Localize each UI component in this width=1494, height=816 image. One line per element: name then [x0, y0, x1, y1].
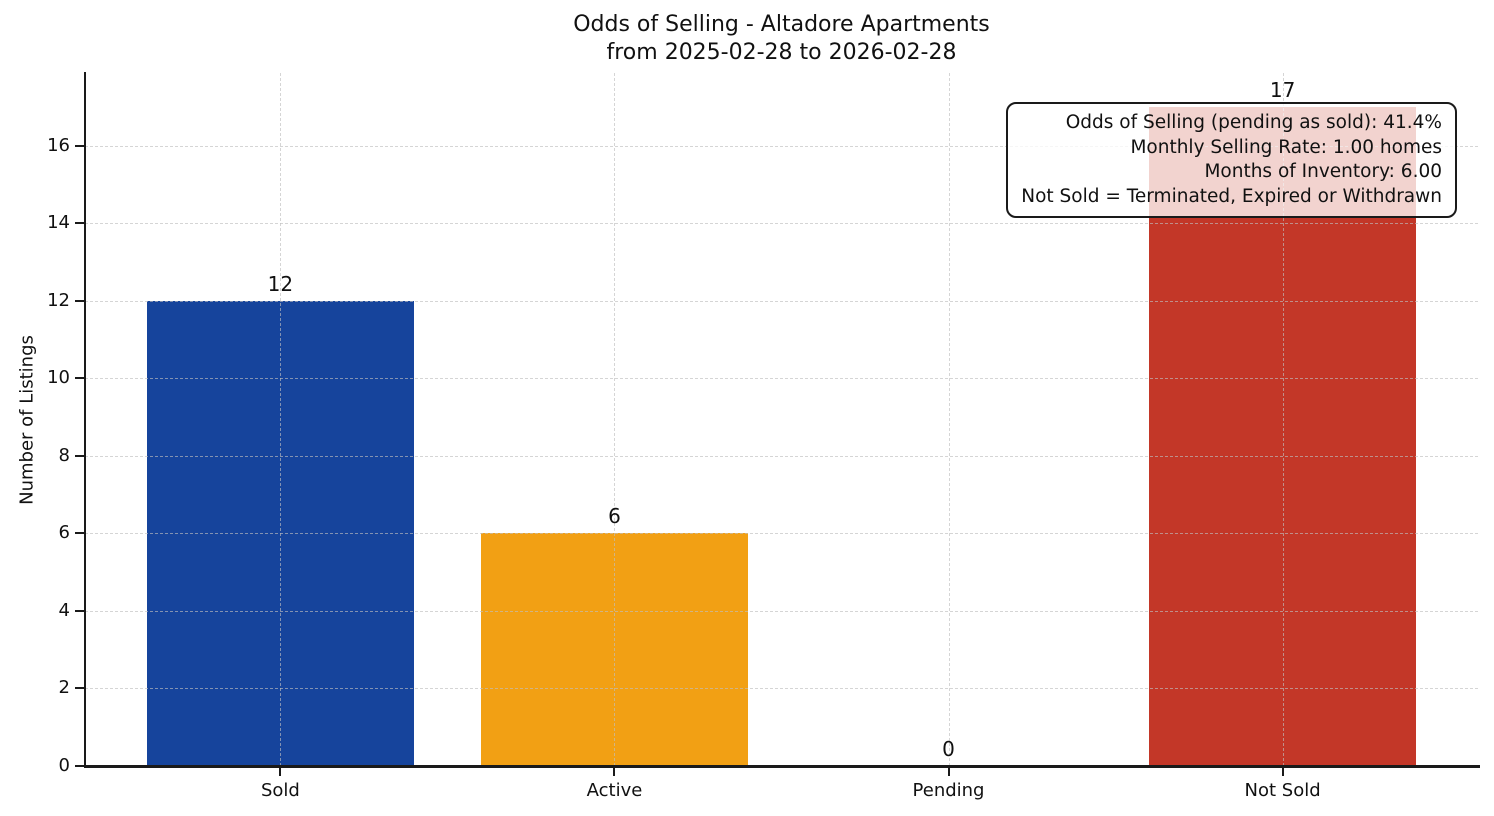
x-tick-label-sold: Sold [260, 780, 300, 801]
y-tick-label-2: 2 [58, 677, 70, 699]
gridline-y-12 [85, 300, 1478, 302]
gridline-x-sold [280, 73, 282, 766]
y-tick-2 [75, 687, 84, 690]
bar-value-label-not-sold: 17 [1269, 78, 1296, 103]
y-tick-10 [75, 377, 84, 380]
y-tick-6 [75, 532, 84, 535]
x-tick-active [613, 767, 616, 776]
y-tick-label-6: 6 [58, 522, 70, 544]
gridline-x-not-sold [1282, 73, 1284, 766]
bar-active [480, 533, 749, 766]
chart-title: Odds of Selling - Altadore Apartments fr… [85, 11, 1478, 67]
x-tick-pending [947, 767, 950, 776]
y-tick-4 [75, 609, 84, 612]
y-tick-14 [75, 222, 84, 225]
y-tick-label-16: 16 [47, 134, 70, 156]
x-tick-label-not-sold: Not Sold [1244, 780, 1321, 801]
y-tick-label-4: 4 [58, 599, 70, 621]
chart-title-line2: from 2025-02-28 to 2026-02-28 [606, 40, 957, 65]
bar-value-label-active: 6 [608, 504, 621, 529]
x-tick-label-pending: Pending [912, 780, 985, 801]
annotation-box: Odds of Selling (pending as sold): 41.4%… [1006, 102, 1457, 218]
y-tick-12 [75, 299, 84, 302]
y-tick-label-12: 12 [47, 289, 70, 311]
y-axis-spine [83, 72, 86, 768]
gridline-y-8 [85, 455, 1478, 457]
annotation-line-monthly-rate: Monthly Selling Rate: 1.00 homes [1130, 136, 1442, 158]
y-tick-16 [75, 144, 84, 147]
x-tick-sold [279, 767, 282, 776]
y-tick-8 [75, 454, 84, 457]
annotation-line-odds: Odds of Selling (pending as sold): 41.4% [1065, 112, 1442, 133]
gridline-y-4 [85, 610, 1478, 612]
annotation-line-months-inventory: Months of Inventory: 6.00 [1204, 161, 1442, 182]
x-tick-label-active: Active [586, 780, 643, 801]
gridline-y-6 [85, 533, 1478, 535]
y-tick-0 [75, 765, 84, 767]
gridline-y-2 [85, 688, 1478, 690]
y-tick-label-10: 10 [47, 367, 70, 389]
gridline-y-16 [85, 145, 1478, 147]
annotation-line-not-sold-definition: Not Sold = Terminated, Expired or Withdr… [1021, 185, 1442, 207]
x-tick-not-sold [1281, 767, 1284, 776]
x-axis-spine [83, 765, 1480, 768]
y-tick-label-8: 8 [58, 444, 70, 466]
chart-title-line1: Odds of Selling - Altadore Apartments [573, 12, 990, 37]
gridline-x-pending [948, 73, 950, 766]
bar-value-label-pending: 0 [942, 737, 955, 761]
bar-value-label-sold: 12 [267, 271, 294, 296]
y-tick-label-14: 14 [47, 212, 70, 234]
gridline-y-10 [85, 378, 1478, 380]
y-tick-label-0: 0 [58, 755, 70, 776]
gridline-x-active [614, 73, 616, 766]
gridline-y-14 [85, 223, 1478, 225]
